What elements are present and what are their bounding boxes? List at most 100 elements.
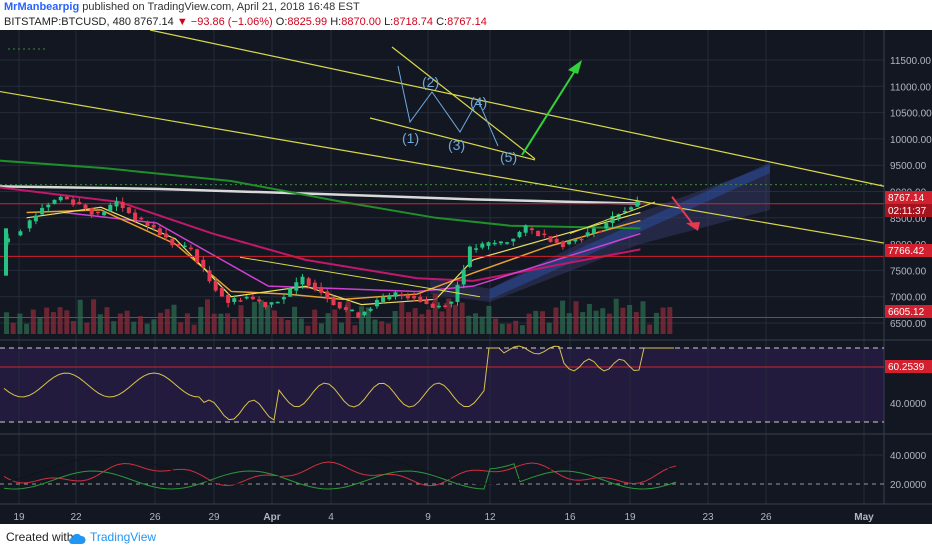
wave-label-5: (5): [500, 149, 517, 165]
candle-body: [406, 295, 410, 298]
volume-bar: [594, 311, 599, 334]
chart-canvas[interactable]: (1)(2)(3)(4)(5)11500.0011000.0010500.001…: [0, 30, 932, 524]
volume-bar: [486, 306, 491, 334]
volume-bar: [58, 307, 63, 334]
volume-bar: [198, 307, 203, 334]
volume-bar: [607, 314, 612, 334]
candle-body: [214, 281, 218, 291]
author-link[interactable]: MrManbearpig: [4, 1, 79, 13]
volume-bar: [245, 318, 250, 334]
candle-body: [555, 239, 559, 243]
volume-bar: [460, 303, 465, 334]
rsi-tag: 60.2539: [888, 362, 925, 373]
volume-bar: [527, 314, 532, 334]
volume-bar: [600, 308, 605, 334]
candle-body: [480, 244, 484, 248]
candle-body: [375, 300, 379, 306]
volume-bar: [44, 308, 49, 334]
volume-bar: [560, 301, 565, 334]
candle-body: [381, 297, 385, 302]
candle-body: [65, 197, 69, 200]
close-label: C:: [436, 16, 447, 28]
volume-bar: [272, 310, 277, 334]
volume-bar: [346, 301, 351, 334]
volume-bar: [620, 308, 625, 334]
candle-body: [604, 223, 608, 228]
volume-bar: [71, 321, 76, 334]
candle-body: [598, 231, 602, 233]
volume-bar: [533, 311, 538, 334]
volume-bar: [185, 313, 190, 334]
volume-bar: [654, 313, 659, 334]
candle-body: [629, 207, 633, 209]
candle-body: [133, 213, 137, 221]
volume-bar: [145, 324, 150, 334]
volume-bar: [125, 311, 130, 334]
chart-area[interactable]: (1)(2)(3)(4)(5)11500.0011000.0010500.001…: [0, 30, 932, 524]
price-tag-countdown: 02:11:37: [888, 206, 927, 217]
candle-body: [319, 287, 323, 293]
price-axis-label: 11500.00: [890, 56, 931, 67]
volume-bar: [466, 316, 471, 334]
volume-bar: [587, 304, 592, 334]
volume-bar: [151, 319, 156, 334]
time-axis-label: 26: [149, 512, 161, 523]
volume-bar: [493, 318, 498, 334]
volume-bar: [326, 313, 331, 334]
volume-bar: [265, 305, 270, 334]
volume-bar: [98, 314, 103, 334]
dmi-axis-label: 40.0000: [890, 451, 927, 462]
volume-bar: [252, 302, 257, 334]
price-axis-label: 10500.00: [890, 109, 932, 120]
low-label: L:: [384, 16, 393, 28]
volume-bar: [480, 317, 485, 334]
volume-bar: [279, 317, 284, 334]
volume-bar: [218, 314, 223, 334]
candle-body: [158, 228, 162, 235]
volume-bar: [11, 323, 16, 334]
high-label: H:: [330, 16, 341, 28]
candle-body: [208, 270, 212, 281]
volume-bar: [205, 299, 210, 334]
candle-body: [344, 307, 348, 310]
candle-body: [108, 205, 112, 211]
time-axis-label: 23: [702, 512, 714, 523]
candle-body: [34, 216, 38, 222]
candle-body: [46, 205, 50, 208]
candle-body: [394, 292, 398, 296]
candle-body: [561, 241, 565, 247]
volume-bar: [24, 324, 29, 334]
candle-body: [53, 200, 57, 204]
candle-body: [251, 297, 255, 299]
candle-body: [239, 300, 243, 302]
candle-body: [288, 288, 292, 296]
volume-bar: [507, 324, 512, 334]
volume-bar: [574, 301, 579, 334]
volume-bar: [299, 319, 304, 334]
volume-bar: [38, 318, 43, 334]
candle-body: [59, 197, 63, 200]
candle-body: [201, 260, 205, 268]
candle-body: [499, 242, 503, 244]
price-change: ▼ −93.86 (−1.06%): [177, 16, 273, 28]
candle-body: [369, 309, 373, 311]
volume-bar: [118, 314, 123, 334]
volume-bar: [500, 324, 505, 334]
wave-label-4: (4): [470, 94, 487, 110]
tradingview-brand-link[interactable]: TradingView: [90, 530, 156, 544]
time-axis-label: 22: [70, 512, 82, 523]
time-axis-label: 16: [564, 512, 576, 523]
volume-bar: [393, 311, 398, 334]
candle-body: [177, 244, 181, 246]
candle-body: [356, 312, 360, 317]
volume-bar: [4, 312, 9, 334]
candle-body: [518, 232, 522, 237]
candle-body: [586, 232, 590, 236]
candle-body: [18, 231, 22, 235]
price-axis-label: 7000.00: [890, 293, 927, 304]
candle-body: [294, 282, 298, 290]
created-with-text: Created with: [6, 530, 73, 544]
time-axis-label: May: [854, 512, 874, 523]
candle-body: [592, 229, 596, 234]
open-value: 8825.99: [287, 16, 327, 28]
